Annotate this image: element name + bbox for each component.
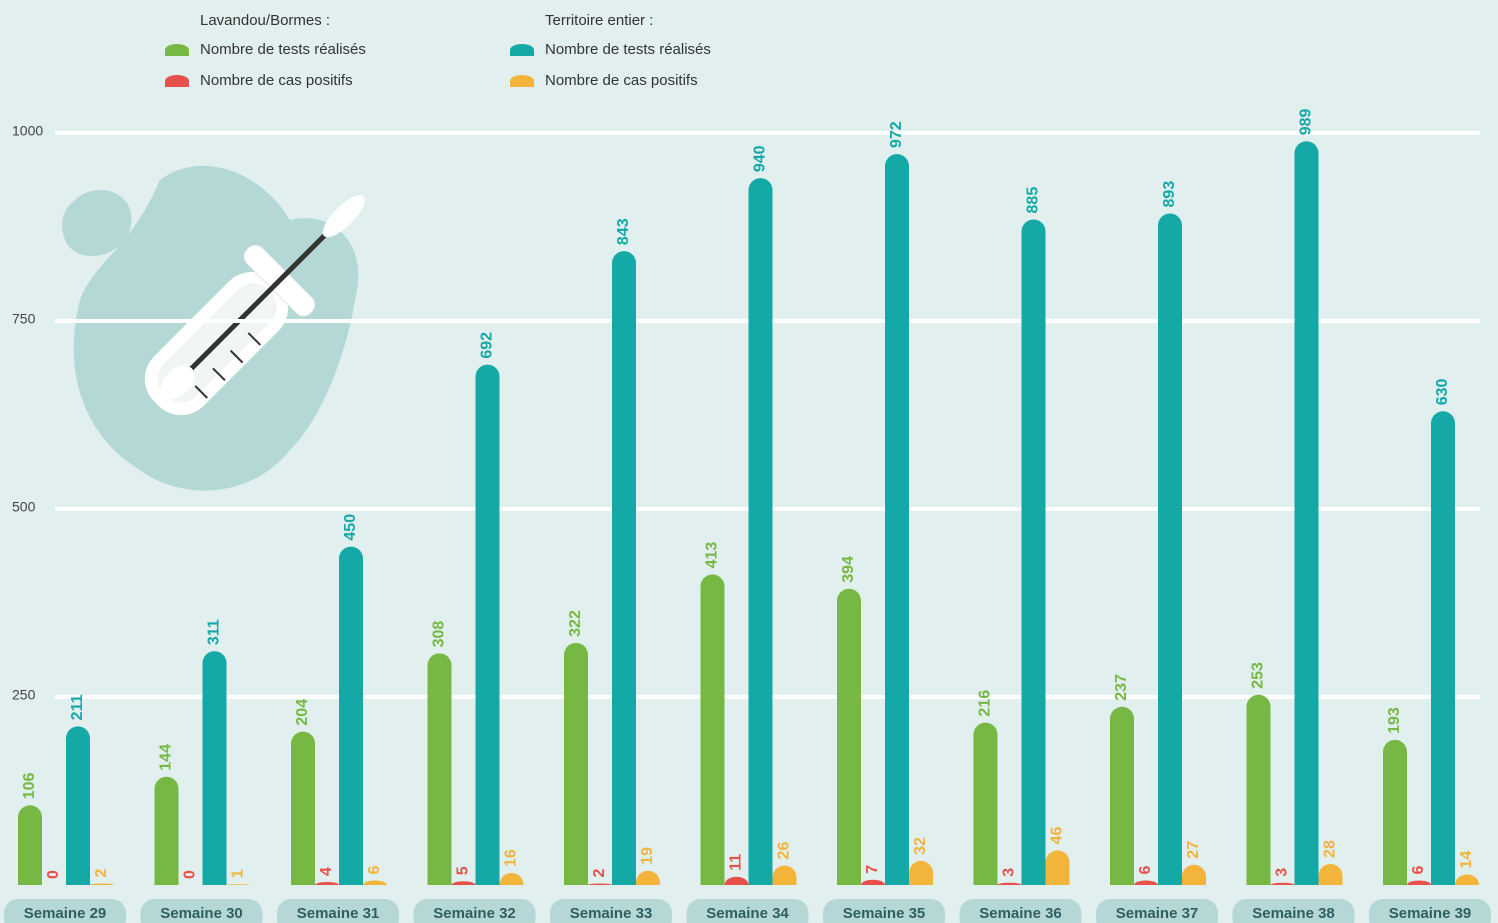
- x-tick-label: Semaine 38: [1252, 905, 1335, 922]
- x-tick-label: Semaine 35: [843, 905, 926, 922]
- value-label: 5: [455, 866, 472, 875]
- legend-swatch: [165, 75, 189, 87]
- value-label: 216: [977, 690, 994, 717]
- value-label: 144: [158, 744, 175, 771]
- bar: [612, 251, 636, 885]
- value-label: 322: [567, 610, 584, 637]
- x-tick-label: Semaine 30: [160, 905, 243, 922]
- bar: [1158, 213, 1182, 885]
- bar: [1431, 411, 1455, 885]
- y-tick-label: 250: [12, 687, 36, 703]
- value-label: 1: [230, 869, 247, 878]
- x-tick-label: Semaine 32: [433, 905, 516, 922]
- value-label: 6: [366, 865, 383, 874]
- value-label: 19: [639, 847, 656, 865]
- value-label: 32: [912, 837, 929, 855]
- value-label: 4: [318, 867, 335, 876]
- x-tick-label: Semaine 37: [1116, 905, 1199, 922]
- value-label: 308: [431, 621, 448, 648]
- y-tick-label: 500: [12, 499, 36, 515]
- value-label: 3: [1274, 868, 1291, 877]
- bar: [1046, 850, 1070, 885]
- value-label: 211: [69, 694, 86, 720]
- value-label: 413: [704, 542, 721, 569]
- value-label: 237: [1113, 674, 1130, 701]
- value-label: 253: [1250, 662, 1267, 689]
- bar: [66, 726, 90, 885]
- bar: [837, 589, 861, 885]
- legend-swatch: [165, 44, 189, 56]
- value-label: 3: [1001, 868, 1018, 877]
- value-label: 14: [1458, 851, 1475, 869]
- x-tick-label: Semaine 33: [570, 905, 653, 922]
- chart: Lavandou/Bormes : Territoire entier : No…: [0, 0, 1498, 923]
- value-label: 7: [864, 865, 881, 874]
- y-tick-label: 750: [12, 311, 36, 327]
- x-tick-label: Semaine 39: [1389, 905, 1472, 922]
- value-label: 394: [840, 556, 857, 583]
- x-tick-label: Semaine 31: [297, 905, 380, 922]
- bar: [291, 732, 315, 885]
- legend-label: Nombre de tests réalisés: [545, 41, 711, 58]
- value-label: 311: [206, 619, 223, 645]
- value-label: 940: [752, 145, 769, 172]
- bar: [749, 178, 773, 885]
- legend-label: Nombre de cas positifs: [200, 72, 353, 89]
- value-label: 972: [888, 121, 905, 148]
- x-tick-label: Semaine 36: [979, 905, 1062, 922]
- value-label: 0: [45, 870, 62, 879]
- bar: [564, 643, 588, 885]
- bar: [1247, 695, 1271, 885]
- bar: [155, 777, 179, 885]
- legend-label: Nombre de tests réalisés: [200, 41, 366, 58]
- value-label: 204: [294, 699, 311, 726]
- y-tick-label: 1000: [12, 123, 43, 139]
- bar: [1295, 141, 1319, 885]
- value-label: 193: [1386, 707, 1403, 734]
- legend-swatch: [510, 44, 534, 56]
- value-label: 27: [1185, 841, 1202, 859]
- value-label: 2: [591, 868, 608, 877]
- bar: [701, 574, 725, 885]
- bar: [18, 805, 42, 885]
- bar: [909, 861, 933, 885]
- value-label: 893: [1161, 181, 1178, 208]
- bar: [428, 653, 452, 885]
- value-label: 630: [1434, 378, 1451, 405]
- value-label: 692: [479, 332, 496, 359]
- bar: [203, 651, 227, 885]
- x-tick-label: Semaine 34: [706, 905, 789, 922]
- bar: [476, 365, 500, 885]
- value-label: 843: [615, 218, 632, 245]
- value-label: 450: [342, 514, 359, 541]
- legend-group-title: Territoire entier :: [545, 12, 653, 29]
- value-label: 989: [1298, 108, 1315, 135]
- value-label: 28: [1322, 840, 1339, 858]
- value-label: 6: [1137, 865, 1154, 874]
- bar: [974, 723, 998, 885]
- value-label: 26: [776, 842, 793, 860]
- bar: [339, 547, 363, 885]
- value-label: 11: [728, 854, 745, 871]
- legend-swatch: [510, 75, 534, 87]
- bar: [1383, 740, 1407, 885]
- value-label: 16: [503, 849, 520, 867]
- bar: [1110, 707, 1134, 885]
- legend-group-title: Lavandou/Bormes :: [200, 12, 330, 29]
- value-label: 0: [182, 870, 199, 879]
- value-label: 106: [21, 772, 38, 799]
- bar: [885, 154, 909, 885]
- x-tick-label: Semaine 29: [24, 905, 107, 922]
- value-label: 2: [93, 868, 110, 877]
- value-label: 6: [1410, 865, 1427, 874]
- legend-label: Nombre de cas positifs: [545, 72, 698, 89]
- value-label: 885: [1025, 187, 1042, 214]
- value-label: 46: [1049, 827, 1066, 845]
- bar: [1022, 219, 1046, 885]
